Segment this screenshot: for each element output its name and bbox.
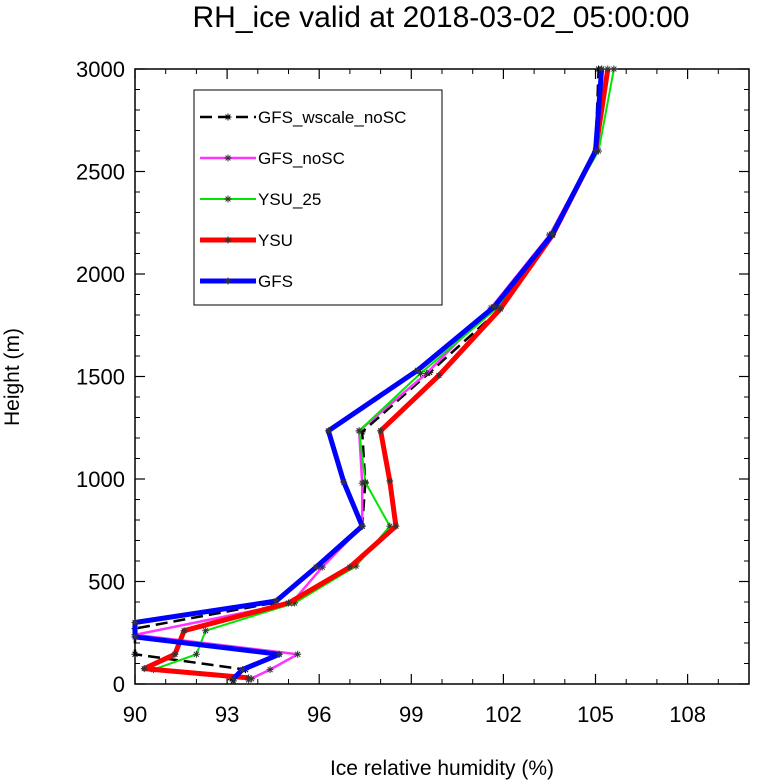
data-point [346,563,354,571]
legend-marker [224,277,232,285]
x-tick-label: 102 [485,702,522,727]
legend: GFS_wscale_noSC GFS_noSC YSU_25 YSU GFS [193,89,443,306]
data-point [592,147,599,155]
data-point [275,650,283,658]
series-gfs [131,65,606,683]
x-tick-label: 108 [669,702,706,727]
y-tick-label: 2500 [76,160,125,185]
chart-title: RH_ice valid at 2018-03-02_05:00:00 [192,1,689,34]
data-point [245,674,253,682]
data-point [426,368,434,376]
y-tick-label: 1500 [76,365,125,390]
data-point [355,427,363,435]
data-point [435,371,443,379]
data-point [598,65,606,73]
legend-item: GFS_noSC [200,149,345,168]
x-tick-label: 105 [577,702,614,727]
data-point [131,650,139,658]
data-point [229,675,237,683]
y-tick-label: 500 [88,570,125,595]
x-tick-label: 96 [307,702,331,727]
legend-marker [224,154,232,162]
data-point [318,563,326,571]
y-tick-label: 2000 [76,262,125,287]
data-point [192,650,200,658]
data-point [386,522,394,530]
data-point [171,650,179,658]
data-point [352,562,360,570]
data-point [493,304,501,312]
legend-box [193,89,443,306]
data-point [285,599,292,607]
data-point [312,563,320,571]
y-tick-label: 1000 [76,467,125,492]
data-point [549,230,557,238]
x-tick-label: 99 [399,702,423,727]
data-point [490,303,498,311]
x-tick-label: 90 [123,702,147,727]
legend-item: GFS [200,272,293,291]
data-point [340,478,348,486]
data-point [358,522,366,530]
data-point [610,65,618,73]
legend-label: YSU_25 [258,190,321,209]
data-point [238,666,246,674]
data-point [266,666,274,674]
data-point [392,522,400,530]
data-point [294,650,302,658]
legend-item: YSU_25 [200,190,321,209]
y-tick-label: 0 [113,672,125,697]
legend-item: YSU [200,231,293,250]
data-point [202,627,210,635]
data-point [377,427,385,435]
data-point [496,305,504,313]
legend-item: GFS_wscale_noSC [200,108,406,127]
legend-marker [224,113,232,121]
data-point [140,665,148,673]
data-point [604,65,612,73]
data-point [423,369,431,377]
data-point [358,428,366,436]
data-point [131,619,139,626]
data-point [417,369,425,377]
data-point [291,599,299,607]
data-point [324,427,332,435]
legend-label: GFS [258,272,293,291]
data-point [272,597,280,605]
legend-label: GFS_wscale_noSC [258,108,406,127]
data-point [386,477,394,485]
minor-ticks [135,69,750,684]
series-layer [131,65,618,685]
data-point [180,627,188,635]
data-point [358,479,366,487]
data-point [413,366,421,374]
y-axis-label: Height (m) [1,328,24,426]
data-point [248,675,256,683]
y-tick-label: 3000 [76,57,125,82]
data-point [361,478,369,486]
x-axis-label: Ice relative humidity (%) [330,757,554,780]
legend-label: YSU [258,231,293,250]
data-point [131,633,139,641]
legend-marker [224,236,232,244]
tick-labels: 90 93 96 99 102 105 108 0 500 1000 1500 2000 2500 300… [76,57,706,727]
legend-marker [224,195,232,203]
legend-label: GFS_noSC [258,149,345,168]
x-tick-label: 93 [215,702,239,727]
legend-items: GFS_wscale_noSC GFS_noSC YSU_25 YSU GFS [200,108,406,291]
major-ticks [134,68,749,685]
